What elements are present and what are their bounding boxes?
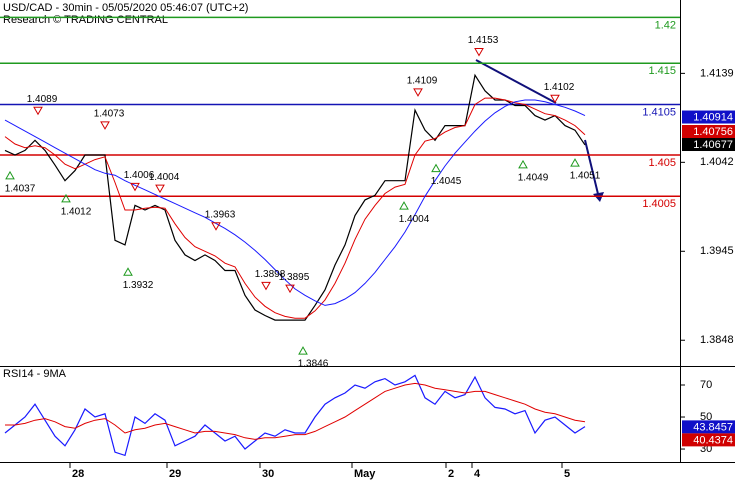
- low-label: 1.3846: [298, 359, 329, 370]
- low-label: 1.4045: [431, 176, 462, 187]
- high-marker: [261, 281, 271, 291]
- low-marker: [570, 158, 580, 167]
- trend-line: [475, 59, 557, 104]
- level-label: 1.4005: [642, 198, 676, 210]
- x-tick-label: 4: [474, 468, 481, 480]
- series-line: [4, 99, 586, 306]
- high-label: 1.4073: [94, 109, 125, 120]
- low-marker: [399, 201, 409, 210]
- y-tick-label: 1.3848: [700, 334, 734, 346]
- x-tick-label: 2: [448, 468, 454, 480]
- price-tag: [682, 420, 735, 434]
- series-line: [4, 97, 586, 319]
- low-marker: [61, 193, 71, 203]
- low-label: 1.4037: [5, 184, 36, 195]
- y-tick-label: 1.4139: [700, 67, 734, 79]
- series-line: [4, 374, 586, 457]
- y-tick-label: 50: [700, 411, 712, 423]
- high-label: 1.4153: [468, 35, 499, 46]
- high-label: 1.4109: [407, 76, 438, 87]
- y-tick-label: 1.4042: [700, 156, 734, 168]
- high-label: 1.4004: [149, 172, 180, 183]
- high-label: 1.4102: [544, 82, 575, 93]
- price-tag-label: 40.4374: [693, 434, 733, 446]
- low-label: 1.4004: [399, 214, 430, 225]
- low-marker: [123, 267, 133, 276]
- high-label: 1.4089: [27, 94, 58, 105]
- level-label: 1.405: [648, 157, 676, 169]
- rsi-title: RSI14 - 9MA: [3, 368, 67, 380]
- high-marker: [211, 222, 221, 231]
- low-label: 1.3932: [123, 280, 154, 291]
- low-label: 1.4051: [570, 171, 601, 182]
- high-label: 1.3963: [205, 209, 236, 220]
- y-tick-label: 1.3945: [700, 245, 734, 257]
- low-marker: [431, 163, 441, 173]
- high-marker: [550, 94, 560, 104]
- forecast-arrow: [584, 139, 599, 195]
- low-label: 1.4012: [61, 206, 92, 217]
- low-marker: [298, 346, 308, 355]
- high-marker: [474, 48, 484, 57]
- high-marker: [130, 182, 140, 192]
- x-tick-label: 5: [564, 468, 570, 480]
- x-tick-label: 28: [72, 468, 84, 480]
- level-label: 1.42: [655, 19, 676, 31]
- high-label: 1.4006: [124, 170, 155, 181]
- level-label: 1.415: [648, 65, 676, 77]
- price-tag-label: 1.40756: [693, 126, 733, 138]
- y-tick-label: 70: [700, 379, 712, 391]
- high-marker: [100, 121, 110, 130]
- high-marker: [33, 106, 43, 116]
- price-tag: [682, 138, 735, 152]
- price-tag-label: 43.8457: [693, 421, 733, 433]
- low-marker: [518, 159, 528, 169]
- price-tag-label: 1.40677: [693, 139, 733, 151]
- chart-subtitle: Research © TRADING CENTRAL: [3, 14, 168, 26]
- price-tag: [682, 125, 735, 139]
- price-tag-label: 1.40914: [693, 111, 733, 123]
- low-label: 1.4049: [518, 173, 549, 184]
- high-label: 1.3895: [279, 272, 310, 283]
- high-marker: [285, 284, 295, 294]
- x-tick-label: 30: [262, 468, 274, 480]
- series-line: [5, 382, 586, 440]
- high-marker: [155, 184, 165, 194]
- x-tick-label: May: [354, 468, 376, 480]
- high-marker: [413, 88, 423, 97]
- chart-title: USD/CAD - 30min - 05/05/2020 05:46:07 (U…: [3, 2, 248, 14]
- x-tick-label: 29: [169, 468, 181, 480]
- low-marker: [5, 170, 15, 180]
- high-label: 1.3898: [255, 269, 286, 280]
- price-tag: [682, 433, 735, 447]
- price-tag: [682, 110, 735, 124]
- level-label: 1.4105: [642, 106, 676, 118]
- series-line: [4, 73, 586, 321]
